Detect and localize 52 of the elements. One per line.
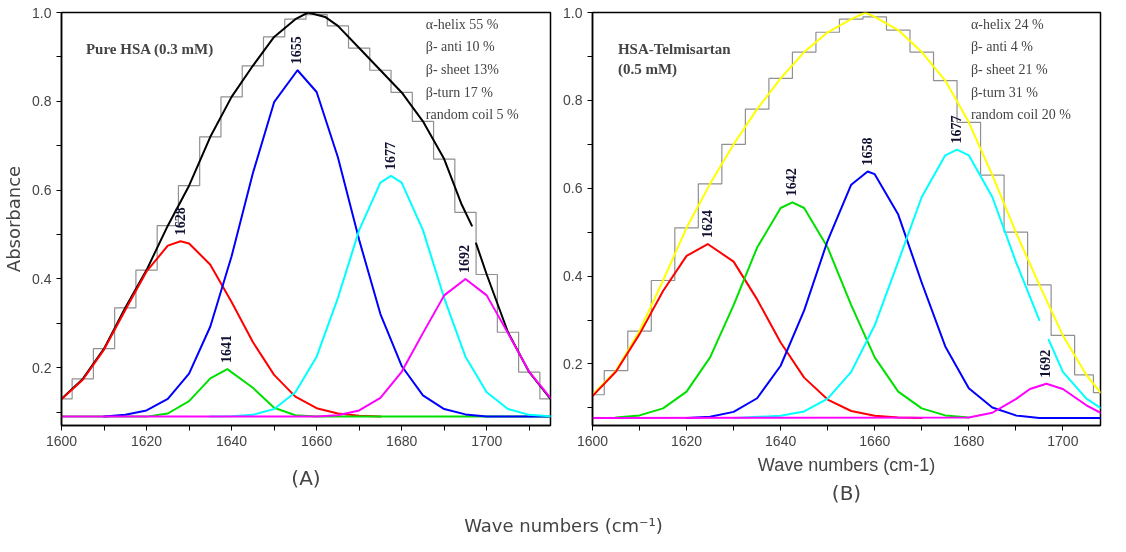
x-tick-label: 1700 (1047, 432, 1079, 449)
annotation: 1624 (699, 210, 715, 239)
line-series (615, 201, 970, 419)
x-tick-label: 1600 (45, 432, 78, 449)
annotation: 1658 (859, 137, 875, 166)
y-tick-label: 0.8 (563, 92, 583, 109)
annotation: β- sheet 21 % (970, 62, 1049, 78)
annotation: β-turn 17 % (425, 84, 494, 100)
annotation: 1692 (457, 244, 473, 273)
annotation: β- sheet 13% (425, 62, 500, 78)
x-axis-title: Wave numbers (cm-1) (757, 454, 936, 475)
y-tick-label: 1.0 (32, 4, 52, 21)
annotation: 1628 (172, 207, 188, 236)
annotation: random coil 5 % (425, 107, 520, 123)
annotation: 1655 (289, 36, 305, 65)
y-tick-label: 0.2 (32, 359, 52, 376)
text: HSA-Telmisartan (0.5 mM) (617, 41, 732, 78)
y-tick-label: 0.4 (563, 268, 583, 285)
x-tick-label: 1660 (859, 432, 891, 449)
x-tick-label: 1620 (671, 432, 703, 449)
x-tick-label: 1680 (386, 432, 418, 449)
y-tick-label: 0.6 (32, 182, 52, 199)
x-tick-label: 1640 (216, 432, 248, 449)
text: (A) (291, 465, 321, 490)
x-tick-label: 1700 (471, 432, 503, 449)
line-series (592, 382, 1101, 420)
x-tick-label: 1620 (130, 432, 163, 449)
annotation: 1677 (383, 141, 399, 170)
x-tick-label: 1640 (765, 432, 797, 449)
y-tick-label: 1.0 (563, 4, 583, 21)
x-axis-title: Wave numbers (cm⁻¹) (464, 515, 663, 536)
x-tick-label: 1600 (576, 432, 609, 449)
text: (B) (831, 480, 862, 505)
x-tick-label: 1680 (953, 432, 985, 449)
annotation: α-helix 24 % (970, 16, 1044, 32)
text: Pure HSA (0.3 mM) (85, 41, 214, 59)
x-tick-label: 1660 (301, 432, 333, 449)
annotation: α-helix 55 % (425, 16, 499, 32)
annotation: 1677 (949, 115, 965, 144)
y-tick-label: 0.8 (32, 93, 52, 110)
annotation: β- anti 10 % (425, 39, 496, 55)
y-tick-label: 0.6 (563, 180, 583, 197)
annotation: β- anti 4 % (970, 39, 1034, 55)
annotation: random coil 20 % (970, 107, 1072, 123)
annotation: 1692 (1038, 349, 1054, 378)
y-tick-label: 0.4 (32, 270, 52, 287)
line-series (61, 277, 551, 418)
y-tick-label: 0.2 (563, 355, 583, 372)
annotation: β-turn 31 % (970, 84, 1039, 100)
annotation: 1642 (784, 168, 800, 197)
y-axis-title: Absorbance (3, 165, 25, 273)
annotation: 1641 (219, 335, 235, 364)
